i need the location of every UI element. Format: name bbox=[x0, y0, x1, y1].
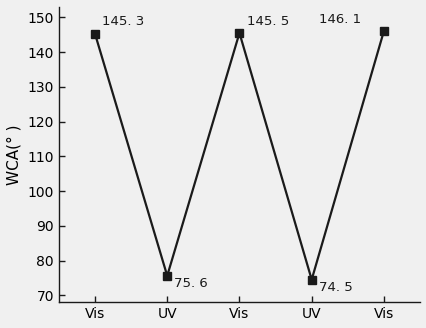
Text: 145. 3: 145. 3 bbox=[102, 15, 144, 29]
Text: 74. 5: 74. 5 bbox=[318, 280, 352, 294]
Text: 145. 5: 145. 5 bbox=[246, 15, 288, 28]
Y-axis label: WCA(° ): WCA(° ) bbox=[7, 124, 22, 185]
Text: 75. 6: 75. 6 bbox=[174, 277, 208, 290]
Text: 146. 1: 146. 1 bbox=[318, 13, 360, 26]
